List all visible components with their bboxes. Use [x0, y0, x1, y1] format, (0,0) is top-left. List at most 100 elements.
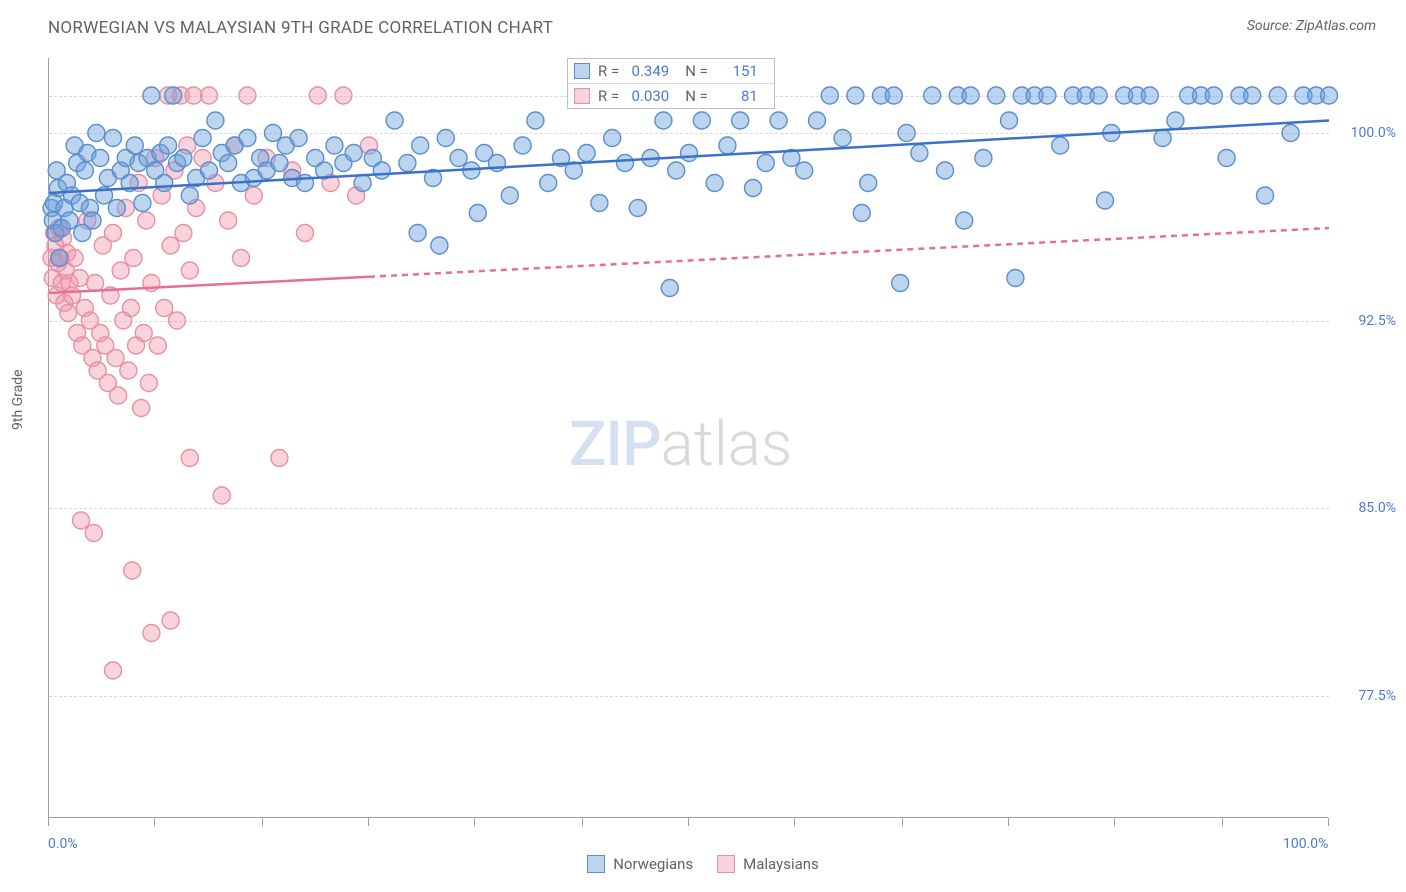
data-point	[1257, 187, 1274, 204]
data-point	[51, 250, 68, 267]
x-tick	[582, 818, 583, 826]
data-point	[162, 237, 179, 254]
data-point	[591, 195, 608, 212]
stats-row: R =0.349N =151	[568, 59, 774, 84]
data-point	[108, 200, 125, 217]
data-point	[61, 212, 78, 229]
data-point	[745, 180, 762, 197]
header: NORWEGIAN VS MALAYSIAN 9TH GRADE CORRELA…	[0, 0, 1406, 48]
data-point	[149, 337, 166, 354]
data-point	[578, 145, 595, 162]
data-point	[501, 187, 518, 204]
data-point	[1001, 112, 1018, 129]
data-point	[239, 130, 256, 147]
data-point	[122, 300, 139, 317]
data-point	[770, 112, 787, 129]
data-point	[105, 225, 122, 242]
data-point	[1052, 137, 1069, 154]
source-label: Source: ZipAtlas.com	[1247, 18, 1376, 34]
data-point	[1090, 87, 1107, 104]
stats-row: R =0.030N =81	[568, 84, 774, 108]
data-point	[514, 137, 531, 154]
data-point	[1039, 87, 1056, 104]
data-point	[220, 155, 237, 172]
data-point	[140, 375, 157, 392]
data-point	[125, 250, 142, 267]
data-point	[661, 280, 678, 297]
data-point	[975, 150, 992, 167]
data-point	[469, 205, 486, 222]
data-point	[757, 155, 774, 172]
x-tick	[1328, 818, 1329, 826]
data-point	[66, 250, 83, 267]
x-tick	[262, 818, 263, 826]
trend-line	[369, 228, 1329, 277]
data-point	[297, 225, 314, 242]
data-point	[345, 145, 362, 162]
x-tick	[1114, 818, 1115, 826]
data-point	[540, 175, 557, 192]
data-point	[201, 162, 218, 179]
data-point	[213, 487, 230, 504]
data-point	[165, 87, 182, 104]
data-point	[956, 212, 973, 229]
data-point	[112, 262, 129, 279]
data-point	[194, 130, 211, 147]
data-point	[92, 150, 109, 167]
data-point	[1154, 130, 1171, 147]
data-point	[239, 87, 256, 104]
data-point	[73, 512, 90, 529]
data-point	[233, 250, 250, 267]
correlation-stats-box: R =0.349N =151R =0.030N =81	[567, 58, 775, 109]
data-point	[71, 270, 88, 287]
data-point	[809, 112, 826, 129]
data-point	[847, 87, 864, 104]
data-point	[87, 275, 104, 292]
data-point	[655, 112, 672, 129]
data-point	[107, 350, 124, 367]
data-point	[181, 450, 198, 467]
data-point	[1167, 112, 1184, 129]
data-point	[143, 625, 160, 642]
data-point	[120, 362, 137, 379]
data-point	[124, 562, 141, 579]
data-point	[911, 145, 928, 162]
data-point	[271, 450, 288, 467]
data-point	[160, 137, 177, 154]
y-tick-label: 85.0%	[1336, 500, 1396, 516]
data-point	[885, 87, 902, 104]
data-point	[1321, 87, 1338, 104]
y-tick-label: 92.5%	[1336, 313, 1396, 329]
y-tick-label: 77.5%	[1336, 688, 1396, 704]
x-tick	[1008, 818, 1009, 826]
data-point	[85, 525, 102, 542]
data-point	[617, 155, 634, 172]
chart-title: NORWEGIAN VS MALAYSIAN 9TH GRADE CORRELA…	[48, 18, 553, 38]
x-tick	[154, 818, 155, 826]
x-tick	[688, 818, 689, 826]
data-point	[162, 612, 179, 629]
legend-swatch	[587, 855, 605, 873]
data-point	[207, 112, 224, 129]
x-tick-label: 0.0%	[48, 836, 78, 852]
data-point	[138, 212, 155, 229]
data-point	[181, 262, 198, 279]
data-point	[156, 175, 173, 192]
data-point	[335, 87, 352, 104]
legend-item: Malaysians	[717, 855, 819, 873]
x-tick-label: 100.0%	[1283, 836, 1328, 852]
data-point	[326, 137, 343, 154]
data-point	[409, 225, 426, 242]
data-point	[962, 87, 979, 104]
data-point	[898, 125, 915, 142]
data-point	[860, 175, 877, 192]
data-point	[732, 112, 749, 129]
x-tick	[902, 818, 903, 826]
data-point	[373, 162, 390, 179]
data-point	[399, 155, 416, 172]
x-tick	[368, 818, 369, 826]
data-point	[134, 195, 151, 212]
y-axis-label: 9th Grade	[10, 369, 26, 430]
scatter-svg	[49, 58, 1329, 818]
legend-label: Malaysians	[743, 855, 819, 873]
